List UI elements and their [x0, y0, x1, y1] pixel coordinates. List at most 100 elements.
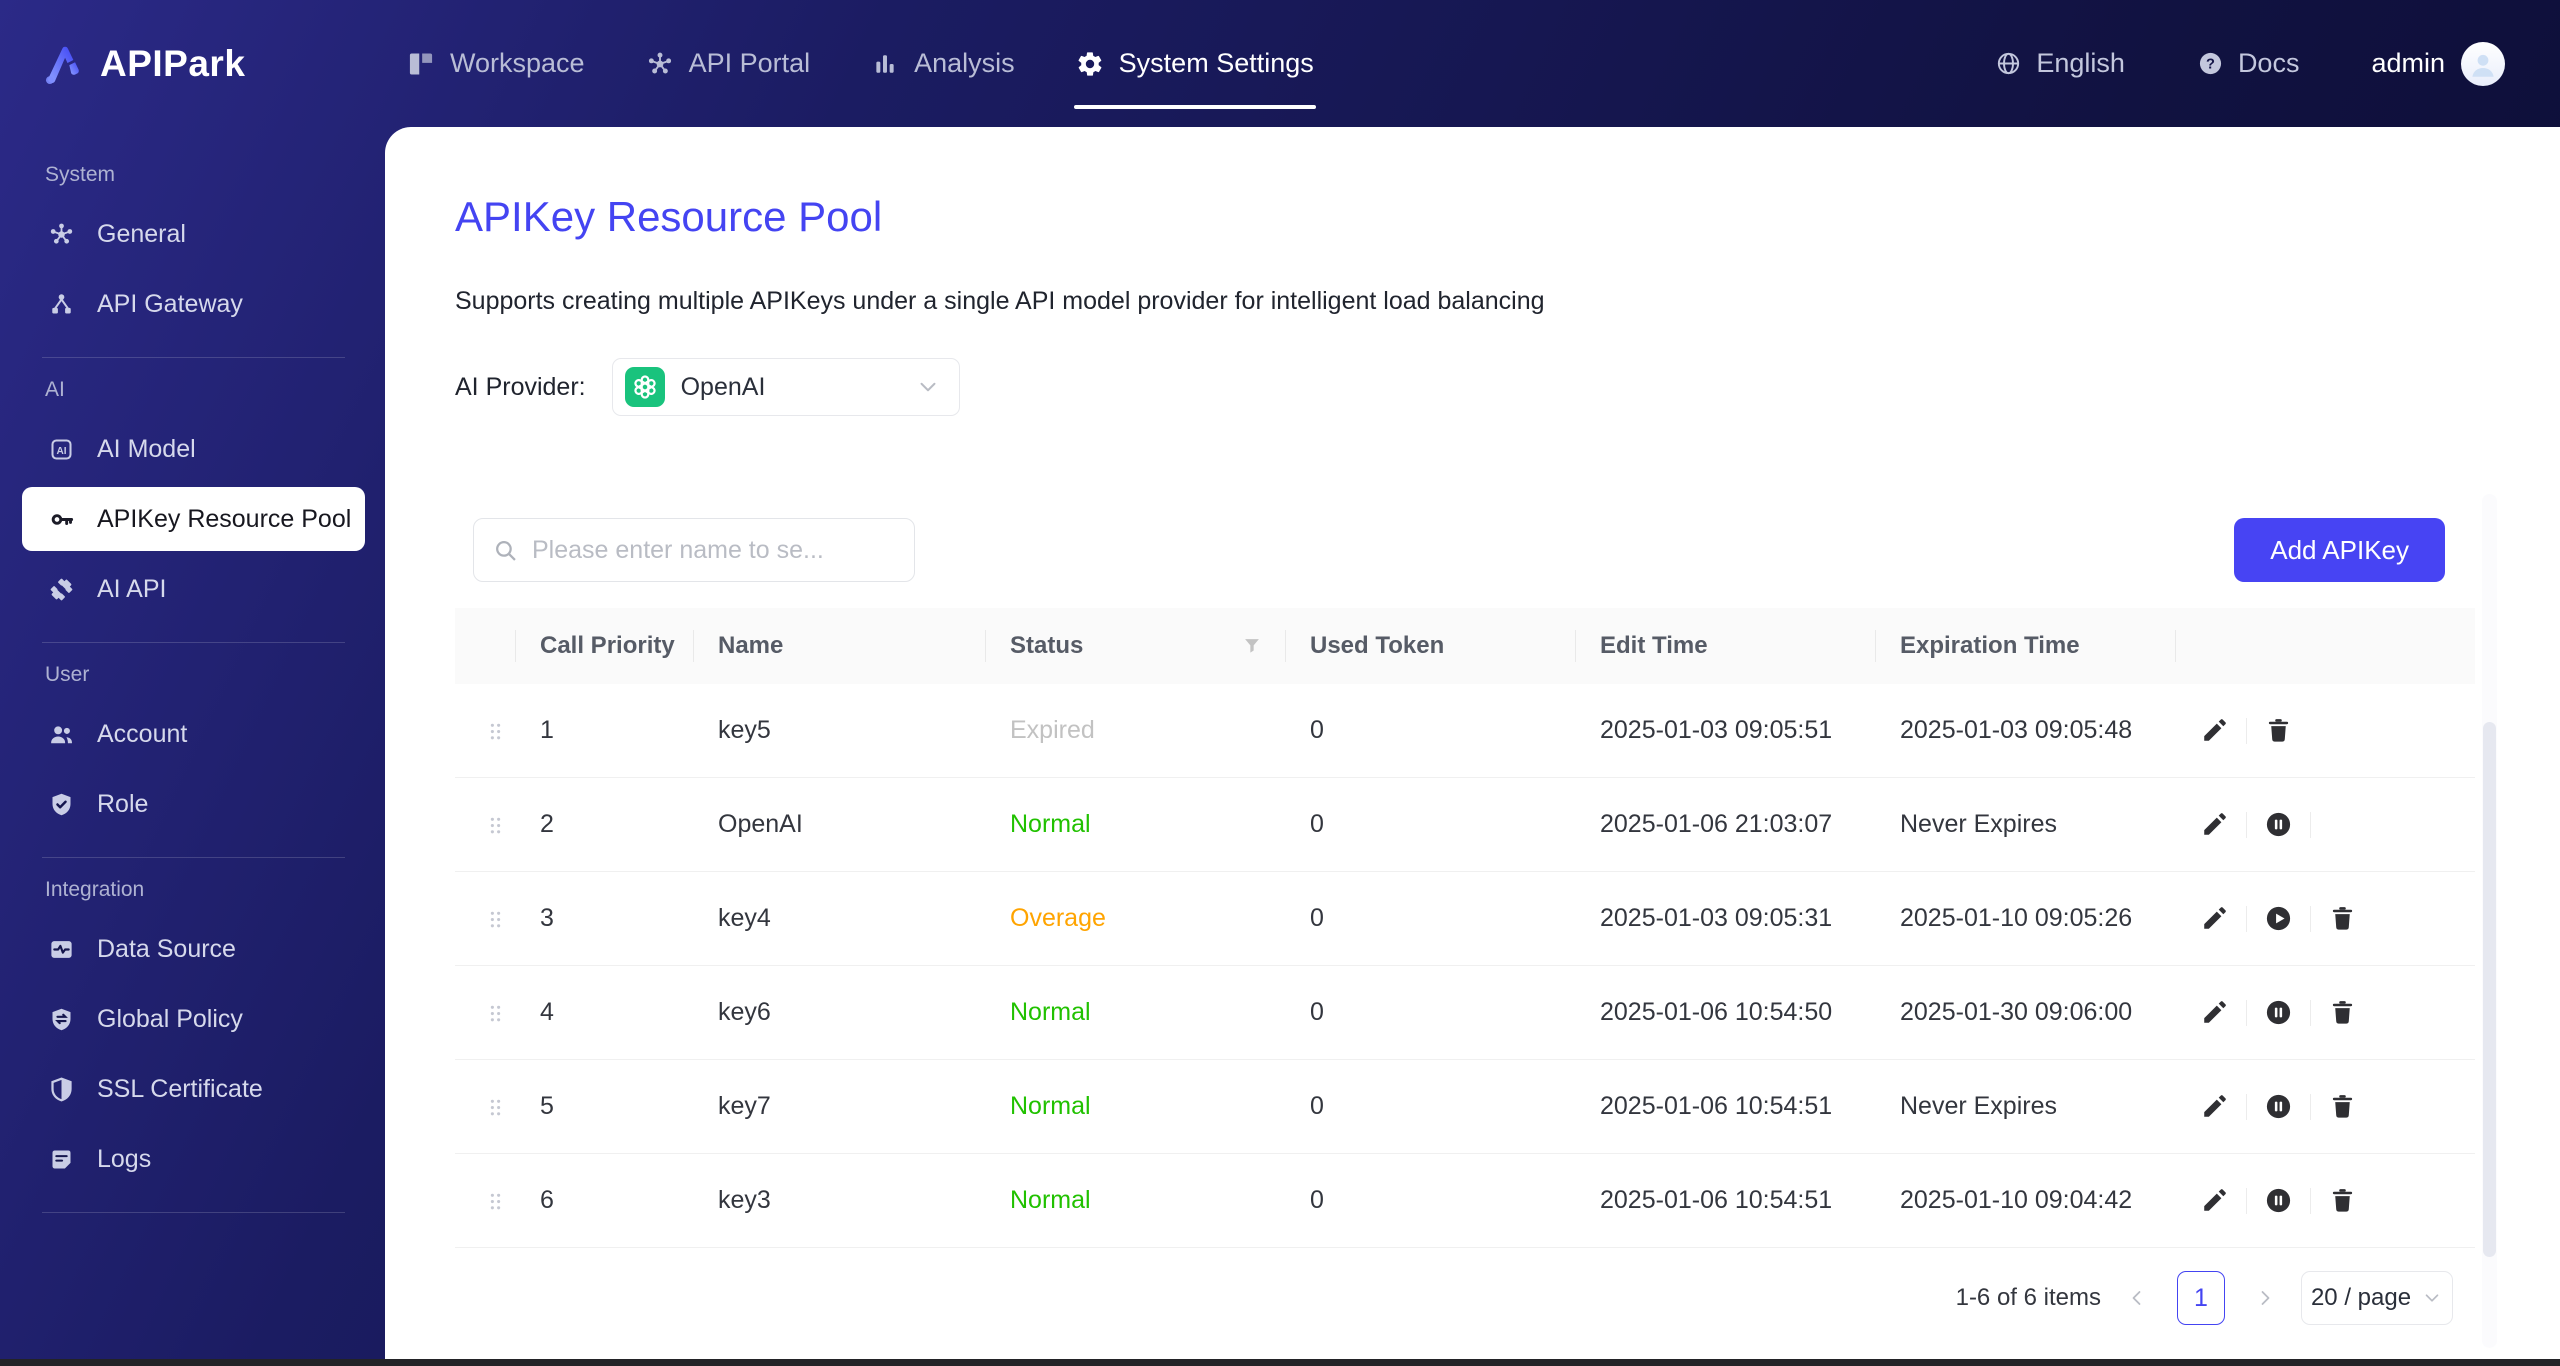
pause-icon — [2264, 810, 2293, 839]
drag-handle[interactable] — [455, 716, 515, 745]
table-row: 2OpenAINormal02025-01-06 21:03:07Never E… — [455, 778, 2475, 872]
sidebar-item-label: General — [97, 220, 186, 249]
edit-button[interactable] — [2200, 904, 2229, 933]
edit-button[interactable] — [2200, 716, 2229, 745]
cell-status: Normal — [985, 1186, 1285, 1215]
shield-check-icon — [48, 791, 75, 818]
cell-edit-time: 2025-01-06 10:54:51 — [1575, 1186, 1875, 1215]
sidebar-item-api-gateway[interactable]: API Gateway — [0, 269, 385, 339]
drag-handle-icon — [483, 1095, 508, 1120]
edit-button[interactable] — [2200, 998, 2229, 1027]
edit-icon — [2200, 810, 2229, 839]
search-input[interactable] — [532, 536, 896, 565]
pagination-total: 1-6 of 6 items — [1956, 1284, 2101, 1312]
action-divider — [2310, 1094, 2311, 1120]
top-navbar: APIPark Workspace API Portal Analysis Syste… — [0, 0, 2560, 127]
action-divider — [2246, 812, 2247, 838]
navbar-right: English Docs admin — [1995, 42, 2560, 86]
sidebar-divider — [42, 857, 345, 858]
chevron-left-icon — [2125, 1286, 2149, 1310]
brand-name: APIPark — [100, 43, 245, 85]
apikey-table-card: Add APIKey Call PriorityNameStatusUsed T… — [455, 494, 2475, 1348]
pause-button[interactable] — [2264, 810, 2293, 839]
page-size-select[interactable]: 20 / page — [2301, 1271, 2453, 1325]
cell-status: Expired — [985, 716, 1285, 745]
tab-workspace[interactable]: Workspace — [405, 0, 587, 127]
edit-button[interactable] — [2200, 810, 2229, 839]
delete-button[interactable] — [2328, 998, 2357, 1027]
drag-handle[interactable] — [455, 1092, 515, 1121]
edit-button[interactable] — [2200, 1092, 2229, 1121]
edit-button[interactable] — [2200, 1186, 2229, 1215]
prev-page-button[interactable] — [2125, 1286, 2149, 1310]
cell-expiration-time: 2025-01-10 09:04:42 — [1875, 1186, 2175, 1215]
delete-button[interactable] — [2328, 1186, 2357, 1215]
sidebar-item-label: API Gateway — [97, 290, 243, 319]
cell-status: Overage — [985, 904, 1285, 933]
page-number-button[interactable]: 1 — [2177, 1271, 2225, 1325]
pause-button[interactable] — [2264, 998, 2293, 1027]
tab-analysis[interactable]: Analysis — [869, 0, 1017, 127]
drag-handle[interactable] — [455, 904, 515, 933]
docs-link[interactable]: Docs — [2197, 48, 2300, 79]
tab-label: API Portal — [689, 48, 811, 79]
drag-handle-icon — [483, 1189, 508, 1214]
chevron-right-icon — [2253, 1286, 2277, 1310]
table-row: 5key7Normal02025-01-06 10:54:51Never Exp… — [455, 1060, 2475, 1154]
tab-system-settings[interactable]: System Settings — [1074, 0, 1316, 127]
cell-used-token: 0 — [1285, 716, 1575, 745]
sidebar-item-role[interactable]: Role — [0, 769, 385, 839]
sidebar-section-label: Integration — [0, 864, 385, 914]
brand[interactable]: APIPark — [40, 41, 250, 87]
tab-api-portal[interactable]: API Portal — [644, 0, 813, 127]
drag-handle[interactable] — [455, 998, 515, 1027]
delete-button[interactable] — [2328, 1092, 2357, 1121]
edit-icon — [2200, 1186, 2229, 1215]
delete-button[interactable] — [2328, 904, 2357, 933]
cell-edit-time: 2025-01-03 09:05:51 — [1575, 716, 1875, 745]
avatar[interactable] — [2461, 42, 2505, 86]
cell-status: Normal — [985, 1092, 1285, 1121]
sidebar-section-label: AI — [0, 364, 385, 414]
table-row: 3key4Overage02025-01-03 09:05:312025-01-… — [455, 872, 2475, 966]
sidebar-item-data-source[interactable]: Data Source — [0, 914, 385, 984]
drag-handle[interactable] — [455, 1186, 515, 1215]
sidebar-item-ssl-certificate[interactable]: SSL Certificate — [0, 1054, 385, 1124]
column-header-call-priority: Call Priority — [515, 608, 693, 684]
search-icon — [492, 537, 519, 564]
language-selector[interactable]: English — [1995, 48, 2125, 79]
delete-icon — [2328, 1186, 2357, 1215]
user-menu[interactable]: admin — [2371, 42, 2505, 86]
play-button[interactable] — [2264, 904, 2293, 933]
sidebar-item-label: AI Model — [97, 435, 196, 464]
column-header-actions — [2175, 608, 2475, 684]
tab-label: System Settings — [1119, 48, 1314, 79]
scrollbar-thumb[interactable] — [2483, 722, 2496, 1257]
sidebar-item-apikey-resource-pool[interactable]: APIKey Resource Pool — [22, 487, 365, 551]
cell-name: key7 — [693, 1092, 985, 1121]
next-page-button[interactable] — [2253, 1286, 2277, 1310]
sidebar-section-label: User — [0, 649, 385, 699]
column-header-label: Call Priority — [540, 632, 675, 660]
add-apikey-button[interactable]: Add APIKey — [2234, 518, 2445, 582]
sidebar-item-ai-api[interactable]: AI API — [0, 554, 385, 624]
ai-provider-select[interactable]: OpenAI — [612, 358, 960, 416]
column-header-label: Edit Time — [1600, 632, 1708, 660]
global-policy-icon — [48, 1006, 75, 1033]
sidebar-item-ai-model[interactable]: AI Model — [0, 414, 385, 484]
pause-button[interactable] — [2264, 1186, 2293, 1215]
page-title: APIKey Resource Pool — [455, 193, 2560, 241]
column-header-label: Used Token — [1310, 632, 1444, 660]
cell-edit-time: 2025-01-06 10:54:51 — [1575, 1092, 1875, 1121]
sidebar-item-label: Logs — [97, 1145, 151, 1174]
pause-button[interactable] — [2264, 1092, 2293, 1121]
delete-button[interactable] — [2264, 716, 2293, 745]
sidebar-item-general[interactable]: General — [0, 199, 385, 269]
action-divider — [2310, 906, 2311, 932]
action-divider — [2246, 718, 2247, 744]
sidebar-item-logs[interactable]: Logs — [0, 1124, 385, 1194]
sidebar-item-account[interactable]: Account — [0, 699, 385, 769]
delete-icon — [2328, 904, 2357, 933]
drag-handle[interactable] — [455, 810, 515, 839]
sidebar-item-global-policy[interactable]: Global Policy — [0, 984, 385, 1054]
